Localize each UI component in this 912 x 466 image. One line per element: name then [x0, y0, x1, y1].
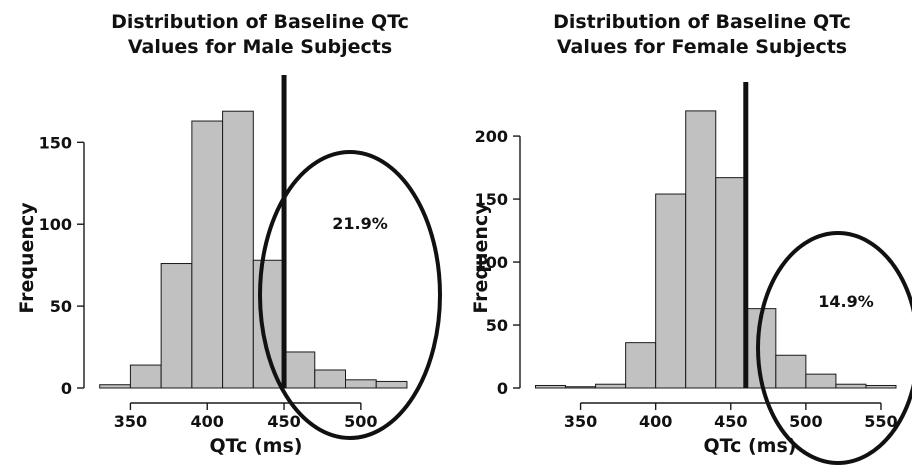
y-tick-label: 0	[497, 379, 508, 398]
chart-title-line-1: Distribution of Baseline QTc	[553, 11, 851, 33]
x-axis: 350 400 450 500 550	[564, 402, 898, 431]
y-axis: 0 50 100 150 200	[475, 127, 521, 398]
histogram-bar	[685, 110, 717, 389]
y-tick-label: 150	[39, 133, 72, 152]
chart-title-line-1: Distribution of Baseline QTc	[111, 11, 409, 33]
chart-title: Distribution of Baseline QTc Values for …	[70, 10, 450, 60]
highlight-ellipse	[258, 150, 442, 440]
histogram-bar	[865, 384, 897, 389]
histogram-bar	[99, 384, 131, 389]
histogram-bar	[129, 364, 162, 389]
x-tick-label: 350	[564, 412, 597, 431]
x-tick-label: 400	[191, 412, 224, 431]
histogram-bar	[252, 259, 285, 389]
histogram-bar	[160, 263, 193, 389]
x-tick-label: 550	[864, 412, 897, 431]
y-tick-label: 100	[475, 253, 508, 272]
x-tick-label: 500	[344, 412, 377, 431]
histogram-bar	[625, 342, 657, 389]
y-axis: 0 50 100 150	[39, 133, 85, 398]
histogram-bar	[222, 110, 254, 389]
y-tick-label: 0	[61, 379, 72, 398]
histogram-bar	[283, 351, 316, 389]
chart-panel-male: Distribution of Baseline QTc Values for …	[16, 10, 450, 457]
chart-title-line-2: Values for Female Subjects	[556, 36, 848, 58]
y-tick-label: 50	[486, 316, 508, 335]
x-axis-label: QTc (ms)	[704, 435, 797, 457]
histogram-male: 21.9% 0 50 100 150 350 400 450 500 Frequency Q…	[16, 75, 442, 457]
x-tick-label: 500	[789, 412, 822, 431]
histogram-bar	[835, 383, 867, 389]
histogram-bars	[535, 110, 897, 389]
x-axis: 350 400 450 500	[114, 402, 378, 431]
y-tick-label: 100	[39, 215, 72, 234]
y-tick-label: 200	[475, 127, 508, 146]
histogram-bar	[375, 380, 408, 389]
y-axis-label: Frequency	[16, 202, 38, 314]
x-tick-label: 400	[639, 412, 672, 431]
x-tick-label: 450	[714, 412, 747, 431]
histogram-bar	[345, 379, 377, 389]
percentage-annotation: 21.9%	[332, 214, 388, 233]
histogram-bar	[805, 373, 837, 389]
histogram-female: 14.9% 0 50 100 150 200 350 400 450 500 550 Frequ…	[470, 82, 912, 465]
histogram-bar	[191, 120, 224, 389]
histogram-bar	[655, 193, 687, 389]
x-tick-label: 450	[267, 412, 300, 431]
histogram-bar	[595, 383, 627, 389]
chart-title: Distribution of Baseline QTc Values for …	[506, 10, 898, 60]
chart-panel-female: Distribution of Baseline QTc Values for …	[456, 0, 912, 466]
y-tick-label: 50	[50, 297, 72, 316]
x-axis-label: QTc (ms)	[210, 435, 303, 457]
y-axis-label: Frequency	[470, 202, 492, 314]
percentage-annotation: 14.9%	[818, 292, 874, 311]
histogram-bar	[535, 384, 567, 389]
histogram-bar	[775, 354, 807, 389]
histogram-bar	[565, 386, 597, 389]
histogram-bar	[314, 369, 347, 389]
histogram-bars	[99, 110, 408, 389]
chart-title-line-2: Values for Male Subjects	[127, 36, 393, 58]
x-tick-label: 350	[114, 412, 147, 431]
highlight-ellipse	[756, 231, 912, 465]
histogram-bar	[715, 177, 747, 389]
y-tick-label: 150	[475, 190, 508, 209]
